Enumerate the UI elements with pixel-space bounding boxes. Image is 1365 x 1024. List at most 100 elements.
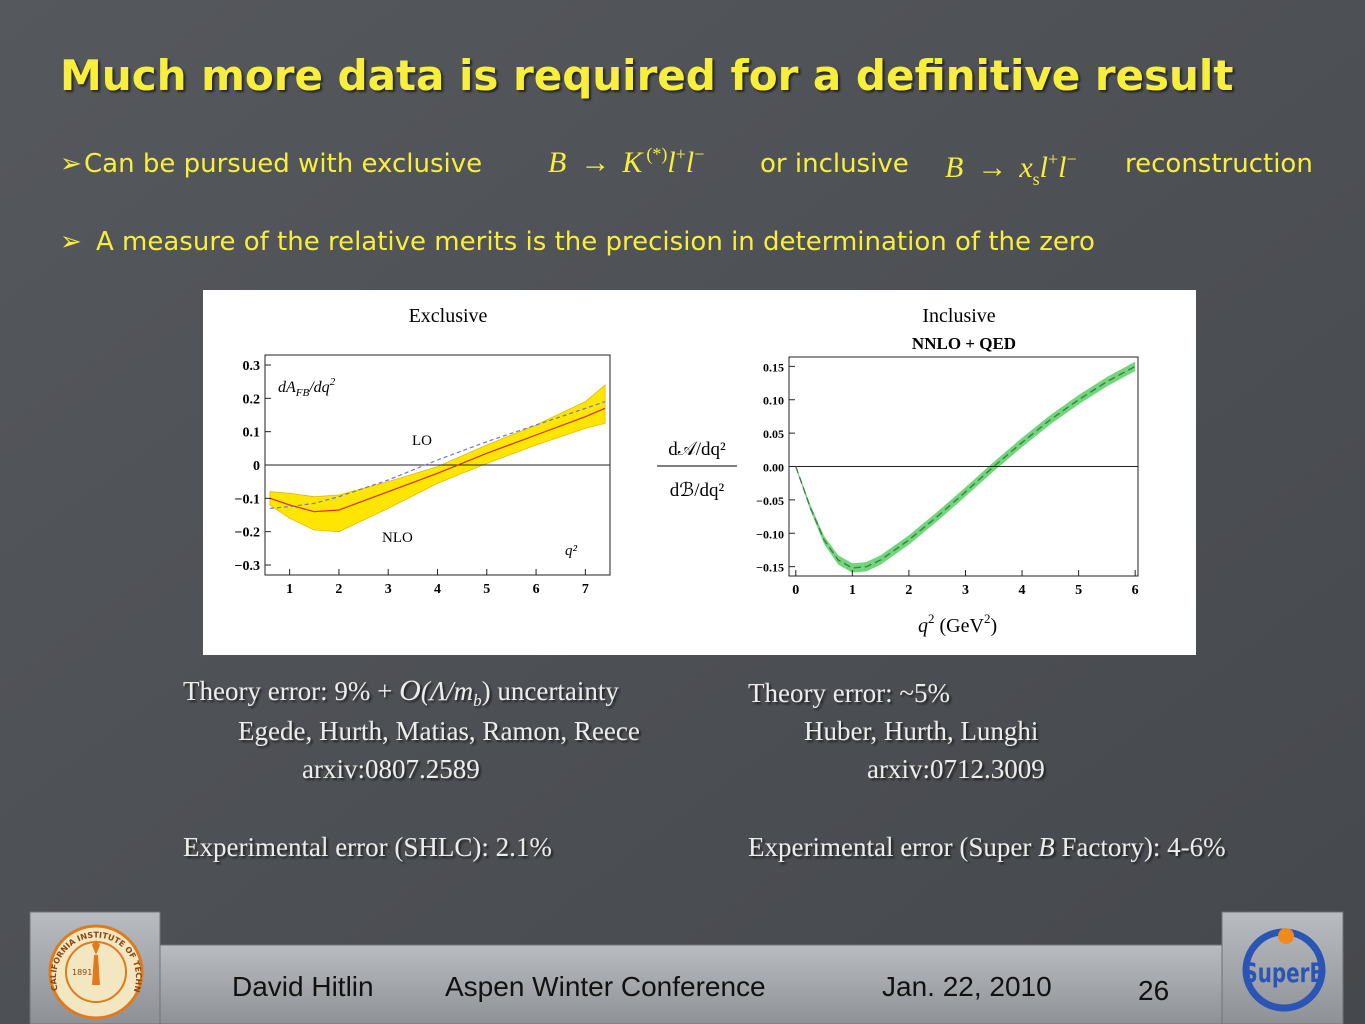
y-axis-label: d𝒜/dq² [668,439,726,460]
x-tick-label: 2 [905,583,912,598]
note-line: arxiv:0807.2589 [302,754,480,784]
x-tick-label: 4 [434,582,441,597]
annotation: q² [565,543,578,559]
formula-part: + [1048,149,1058,169]
note-line: Egede, Hurth, Matias, Ramon, Reece [238,716,640,746]
y-axis-label: dℬ/dq² [670,480,725,501]
x-tick-label: 5 [483,582,490,597]
superb-logo: SuperB [1243,957,1324,989]
formula: B → xsl+l− [945,149,1077,189]
formula-part: l [1040,151,1048,184]
error-band [795,361,1136,573]
notes: Theory error: 9% + O(Λ/mb) uncertainty E… [183,674,1226,862]
note-line: Theory error: 9% + O(Λ/mb) uncertainty [183,674,619,710]
x-tick-label: 2 [335,582,342,597]
text-part: Factory): 4-6% [1055,832,1226,862]
formula-part: l [667,146,675,179]
formula-part: (*) [646,144,667,165]
label-part: q [918,615,928,637]
y-tick-label: 0.05 [763,427,784,441]
slide-title: Much more data is required for a definit… [60,51,1233,100]
text-part: Theory error: 9% + [183,676,399,706]
footer-date: Jan. 22, 2010 [882,971,1052,1002]
x-tick-label: 3 [385,582,392,597]
note-line: Huber, Hurth, Lunghi [804,716,1038,746]
y-tick-label: 0.3 [243,359,261,374]
label-part: (GeV [935,615,985,637]
x-tick-label: 1 [286,582,293,597]
formula-part: B [548,146,566,179]
formula-part: + [676,144,686,164]
text-part: b [473,691,482,710]
formula-part: → [580,146,610,179]
formula-part: K [621,146,644,179]
label-part: /dq [308,379,329,396]
y-axis-label: dAFB/dq2 [278,376,336,399]
y-tick-label: −0.3 [235,559,260,574]
plots: 0.30.20.10−0.1−0.2−0.31 2 3 4 5 6 70.150.100.0… [235,354,1139,598]
annotation: NLO [382,530,413,546]
y-tick-label: −0.1 [235,492,260,507]
y-tick-label: −0.10 [756,527,784,541]
x-tick-label: 0 [792,583,799,598]
formula-part: − [694,144,704,164]
x-tick-label: 6 [533,582,540,597]
page-number: 26 [1138,975,1169,1006]
x-tick-label: 7 [582,582,589,597]
note-line: Experimental error (Super B Factory): 4-… [748,832,1226,862]
formula: B → K (*)l+l− [548,144,704,179]
plot-title: NNLO + QED [912,334,1016,353]
formula-part: − [1067,149,1077,169]
y-tick-label: 0 [253,459,260,474]
y-tick-label: 0.10 [763,394,784,408]
bullet-text: or inclusive [760,149,909,179]
x-tick-label: 4 [1019,583,1026,598]
footer-conference: Aspen Winter Conference [445,971,766,1002]
formula-part: → [977,151,1007,184]
x-tick-label: 1 [849,583,856,598]
center-curve [795,365,1136,569]
label-part: FB [295,387,310,399]
y-tick-label: −0.2 [235,526,260,541]
footer-bar [159,944,1223,1024]
y-tick-label: −0.05 [756,494,784,508]
label-part: 2 [984,611,991,626]
label-part: 2 [330,376,336,388]
torch-icon [92,940,100,985]
bullet-marker: ➢ [60,227,82,257]
text-part: ) uncertainty [482,676,620,706]
nlo-curve [269,407,606,513]
plot-label: Exclusive [409,305,488,327]
note-line: Experimental error (SHLC): 2.1% [183,832,552,862]
y-tick-label: 0.00 [763,461,784,475]
bullet-text: reconstruction [1125,149,1313,179]
text-part: B [1038,832,1055,862]
seal-year: 1891 [72,968,92,977]
formula-part: s [1033,169,1040,189]
footer-author: David Hitlin [232,971,374,1002]
note-line: arxiv:0712.3009 [867,754,1045,784]
y-tick-label: 0.15 [763,360,784,374]
x-tick-label: 3 [962,583,969,598]
annotation: LO [412,433,432,449]
superb-dot [1278,928,1294,944]
label-part: ) [990,615,997,637]
y-tick-label: 0.2 [243,392,261,407]
formula-part: B [945,151,963,184]
lo-curve [269,401,606,509]
x-tick-label: 5 [1075,583,1082,598]
text-part: O [399,674,421,707]
x-axis-label: q2 (GeV2) [918,611,997,637]
text-part: (Λ/m [421,676,473,706]
formula-part: l [686,146,694,179]
bullet-text: Can be pursued with exclusive [84,149,482,179]
y-tick-label: 0.1 [243,426,261,441]
formula-part: l [1058,151,1066,184]
plot-label: Inclusive [922,305,995,327]
text-part: Experimental error (Super [748,832,1038,862]
formula: B → K (*)l+l− B → xsl+l− [548,144,1077,189]
x-tick-label: 6 [1132,583,1139,598]
bullet-marker: ➢ [60,149,82,179]
y-tick-label: −0.15 [756,561,784,575]
